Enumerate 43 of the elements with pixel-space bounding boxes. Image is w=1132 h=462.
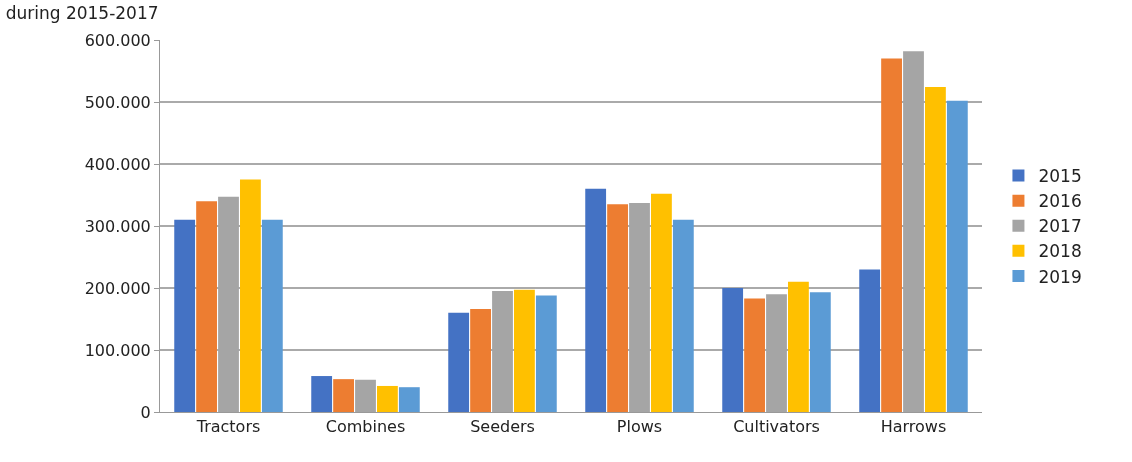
bar [377, 385, 398, 412]
y-tick-label: 500.000 [84, 92, 151, 112]
legend-label: 2017 [1038, 216, 1082, 237]
y-tick-label: 400.000 [84, 154, 151, 174]
bar [881, 58, 902, 412]
bar [722, 288, 744, 412]
bar [585, 188, 607, 412]
bar [946, 100, 968, 412]
x-tick-label: Tractors [195, 417, 261, 437]
bar [311, 376, 333, 412]
bar [514, 289, 535, 412]
bar [859, 269, 881, 412]
y-tick-label: 100.000 [84, 340, 151, 360]
chart-title: during 2015-2017 [5, 2, 159, 23]
legend-label: 2019 [1038, 266, 1082, 287]
legend-label: 2018 [1038, 241, 1082, 262]
bar [448, 312, 470, 412]
bar [607, 204, 628, 412]
bar [925, 87, 946, 412]
bar [240, 179, 261, 412]
y-tick-label: 300.000 [84, 216, 151, 236]
bar [651, 193, 672, 412]
y-tick-label: 0 [140, 402, 151, 422]
bar [535, 295, 557, 412]
bar [398, 387, 420, 412]
bar [333, 379, 354, 412]
bar [470, 309, 491, 412]
bar [196, 201, 217, 412]
x-tick-label: Cultivators [733, 417, 820, 437]
bar [809, 292, 831, 412]
legend-label: 2016 [1038, 191, 1082, 212]
bar [744, 298, 765, 412]
y-tick-label: 200.000 [84, 278, 151, 298]
bar [174, 219, 196, 412]
bar [672, 219, 694, 412]
bar [261, 219, 283, 412]
legend-label: 2015 [1038, 166, 1082, 187]
y-tick-label: 600.000 [84, 30, 151, 50]
x-tick-label: Seeders [470, 417, 535, 437]
x-tick-label: Combines [325, 417, 406, 437]
x-tick-label: Plows [616, 417, 663, 437]
bar [788, 281, 809, 412]
x-tick-label: Harrows [880, 417, 947, 437]
